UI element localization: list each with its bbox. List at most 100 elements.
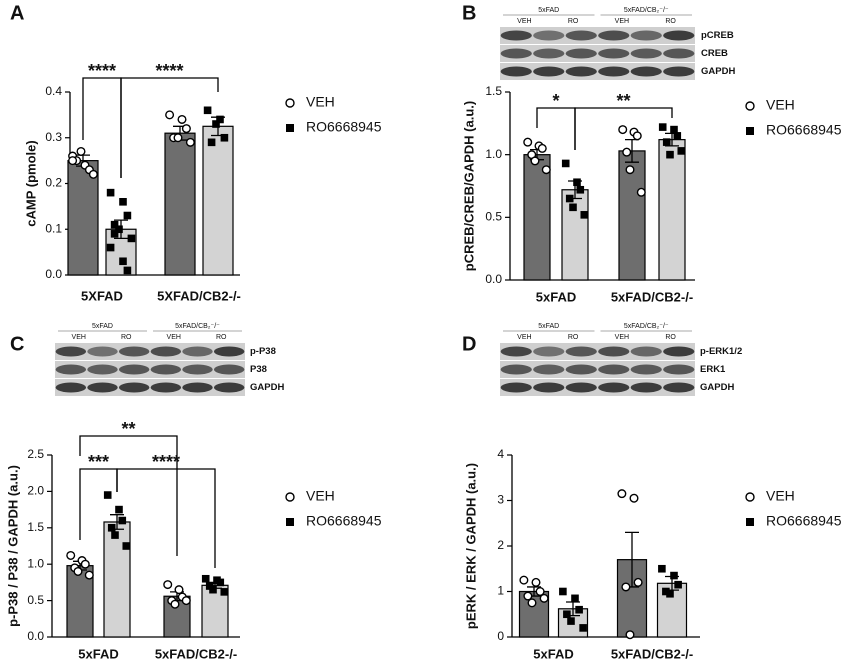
blot-band-label: GAPDH	[700, 382, 734, 393]
y-tick-label: 1.0	[27, 556, 44, 570]
data-point	[88, 169, 98, 179]
bar	[164, 132, 196, 276]
data-point	[76, 146, 86, 156]
data-point	[618, 125, 628, 135]
blot-band	[500, 382, 532, 393]
bar	[658, 139, 686, 281]
data-point	[181, 124, 191, 134]
blot-band	[598, 48, 630, 59]
legend-marker	[746, 127, 754, 135]
blot-band	[630, 346, 662, 357]
y-tick-label: 1.5	[27, 520, 44, 534]
data-point	[523, 591, 533, 601]
blot-band	[55, 364, 87, 375]
blot-band	[565, 48, 597, 59]
blot-group: 5xFAD	[92, 323, 113, 330]
data-point	[119, 198, 127, 206]
data-point	[666, 589, 674, 598]
legend-label: VEH	[306, 488, 335, 504]
legend-label: RO6668945	[766, 513, 842, 529]
legend-label: VEH	[766, 97, 795, 113]
data-point	[177, 114, 187, 124]
data-point	[110, 220, 119, 229]
data-point	[673, 132, 682, 140]
blot-band-label: p-P38	[250, 346, 276, 357]
blot-band	[533, 30, 565, 41]
data-point	[625, 630, 635, 640]
significance-bracket	[116, 468, 216, 568]
data-point	[181, 596, 191, 606]
y-tick-label: 0.4	[45, 84, 62, 98]
data-point	[658, 123, 667, 131]
blot-band-label: pCREB	[701, 30, 734, 41]
blot-band	[533, 346, 565, 357]
blot-band	[663, 48, 695, 59]
data-point	[530, 156, 540, 166]
blot-band	[182, 364, 213, 375]
y-tick-label: 0.5	[485, 210, 502, 224]
blot-band	[213, 382, 245, 393]
data-point	[523, 137, 533, 147]
data-point	[670, 125, 678, 134]
panel: B 0.0 0.5 1.0 1.5 pCREB/CREB/GAPDH (a.u.) 5xFA…	[461, 2, 841, 304]
data-point	[106, 188, 115, 197]
legend-marker	[286, 124, 294, 132]
data-point	[127, 234, 136, 243]
y-tick-label: 4	[497, 447, 504, 461]
data-point	[622, 147, 632, 157]
bar	[523, 154, 551, 281]
blot-band	[500, 30, 532, 41]
blot-band	[565, 346, 597, 357]
data-point	[617, 489, 627, 499]
blot-band	[598, 346, 630, 357]
panel-letter: C	[10, 333, 24, 355]
blot-group: 5xFAD/CB₂⁻/⁻	[175, 323, 220, 330]
data-point	[123, 266, 132, 275]
blot-band	[500, 66, 532, 77]
data-point	[621, 582, 631, 592]
panel-letter: A	[10, 2, 24, 24]
blot-band	[150, 364, 182, 375]
blot-band-label: p-ERK1/2	[700, 346, 742, 357]
blot-group: 5xFAD	[538, 7, 559, 14]
blot-band	[598, 30, 630, 41]
panel-letter: B	[462, 2, 476, 24]
blot-band	[182, 382, 213, 393]
blot-band	[150, 382, 182, 393]
data-point	[163, 580, 173, 590]
blot-band	[87, 346, 118, 357]
blot-band	[663, 346, 695, 357]
data-point	[212, 120, 220, 128]
data-point	[537, 143, 547, 153]
data-point	[573, 178, 581, 187]
blot-band	[118, 364, 150, 375]
blot-band	[630, 364, 662, 375]
blot-lane: RO	[216, 334, 227, 341]
legend-marker	[286, 518, 294, 526]
blot-band	[182, 346, 213, 357]
significance-label: **	[121, 419, 135, 439]
legend-marker	[746, 518, 754, 526]
data-point	[575, 605, 583, 614]
bar	[103, 521, 131, 638]
significance-bracket	[120, 77, 219, 178]
data-point	[107, 524, 116, 532]
blot-band	[55, 346, 87, 357]
y-tick-label: 0.5	[27, 593, 44, 607]
blot-band	[565, 382, 597, 393]
blot-band	[663, 382, 695, 393]
data-point	[220, 133, 229, 142]
significance-bracket	[574, 107, 673, 150]
data-point	[677, 147, 686, 155]
data-point	[165, 110, 175, 120]
blot-group: 5xFAD	[538, 323, 559, 330]
blot-lane: VEH	[517, 18, 531, 25]
y-axis-label: cAMP (pmole)	[23, 140, 38, 226]
y-tick-label: 2.0	[27, 484, 44, 498]
legend-marker	[745, 101, 755, 111]
data-point	[185, 137, 195, 147]
y-tick-label: 2.5	[27, 447, 44, 461]
data-point	[541, 165, 551, 175]
y-tick-label: 0.2	[45, 176, 62, 190]
